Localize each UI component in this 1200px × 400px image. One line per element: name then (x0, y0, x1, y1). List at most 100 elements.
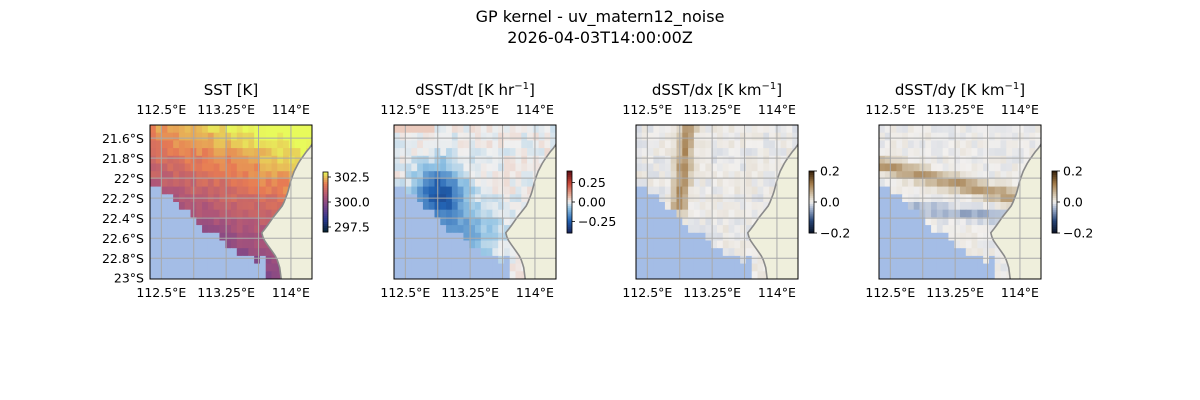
heat-cell (774, 125, 782, 134)
heat-cell (405, 271, 412, 279)
heat-cell (486, 240, 493, 249)
heat-cell (751, 171, 759, 180)
heat-cell (936, 163, 944, 172)
heat-cell (641, 186, 649, 195)
heat-cell (983, 232, 990, 242)
heat-cell (965, 255, 973, 265)
heat-cell (884, 186, 892, 195)
heat-cell (486, 155, 493, 165)
heat-cell (711, 125, 718, 134)
heat-cell (202, 148, 209, 157)
heat-cell (977, 202, 984, 211)
heat-cell (745, 186, 753, 195)
heat-cell (463, 155, 470, 165)
heat-cell (469, 232, 476, 242)
heat-cell (498, 240, 505, 249)
heat-cell (884, 148, 892, 157)
heat-cell (254, 217, 261, 226)
y-tick-label: 22.6°S (102, 231, 144, 246)
heat-cell (636, 263, 643, 272)
heat-cell (693, 155, 701, 165)
heat-cell (988, 255, 996, 265)
heat-cell (451, 271, 459, 279)
heat-cell (492, 209, 499, 218)
heat-cell (688, 155, 695, 165)
heat-cell (236, 140, 244, 149)
heat-cell (283, 132, 290, 141)
heat-cell (670, 163, 678, 172)
heat-cell (457, 163, 465, 172)
heat-cell (225, 148, 232, 157)
heat-cell (480, 148, 488, 157)
heat-cell (774, 132, 782, 141)
heat-cell (451, 125, 459, 134)
heat-cell (411, 255, 418, 265)
heat-cell (271, 171, 278, 180)
heat-cell (242, 217, 249, 226)
heat-cell (1017, 125, 1025, 134)
heat-cell (954, 186, 961, 195)
x-tick-label-top: 112.5°E (865, 102, 915, 117)
colorbar-segment (323, 174, 328, 177)
heat-cell (965, 163, 973, 172)
heat-cell (492, 225, 499, 234)
heat-cell (394, 148, 401, 157)
heat-cell (722, 148, 730, 157)
heat-cell (405, 217, 412, 226)
heat-cell (202, 217, 209, 226)
heat-cell (422, 217, 430, 226)
heat-cell (213, 240, 221, 249)
heat-cell (248, 171, 255, 180)
heat-cell (509, 155, 517, 165)
heat-cell (659, 148, 666, 157)
heat-cell (475, 148, 482, 157)
heat-cell (722, 186, 730, 195)
heat-cell (653, 178, 660, 188)
heat-cell (446, 209, 453, 218)
heat-cell (446, 240, 453, 249)
heat-cell (664, 248, 672, 257)
heat-cell (728, 202, 735, 211)
heat-cell (254, 232, 261, 242)
heat-cell (248, 148, 255, 157)
heat-cell (913, 125, 921, 134)
heat-cell (265, 186, 273, 195)
heat-cell (486, 217, 493, 226)
heat-cell (225, 171, 232, 180)
heat-cell (463, 202, 470, 211)
heat-cell (527, 155, 534, 165)
heat-cell (173, 255, 180, 265)
heat-cell (717, 171, 724, 180)
heat-cell (155, 263, 163, 272)
heat-cell (988, 248, 996, 257)
heat-cell (394, 217, 401, 226)
heat-cell (994, 209, 1002, 218)
heat-cell (745, 271, 753, 279)
heat-cell (254, 132, 261, 141)
colorbar-tick-label: 0.0 (820, 195, 840, 210)
heat-cell (184, 125, 192, 134)
heat-cell (879, 202, 886, 211)
heat-cell (670, 209, 678, 218)
heat-cell (219, 263, 226, 272)
heat-cell (271, 148, 278, 157)
heat-cell (155, 148, 163, 157)
heat-cell (902, 140, 909, 149)
heat-cell (1006, 140, 1013, 149)
heat-cell (457, 263, 465, 272)
heat-cell (271, 186, 278, 195)
heat-cell (1006, 155, 1013, 165)
heat-cell (913, 132, 921, 141)
colorbar-segment (1052, 183, 1057, 186)
heat-cell (682, 148, 689, 157)
heat-cell (498, 263, 505, 272)
heat-cell (399, 125, 407, 134)
heat-cell (670, 248, 678, 257)
heat-cell (411, 271, 418, 279)
heat-cell (515, 209, 522, 218)
heat-cell (219, 248, 226, 257)
heat-cell (394, 225, 401, 234)
heat-cell (411, 217, 418, 226)
heat-cell (988, 132, 996, 141)
